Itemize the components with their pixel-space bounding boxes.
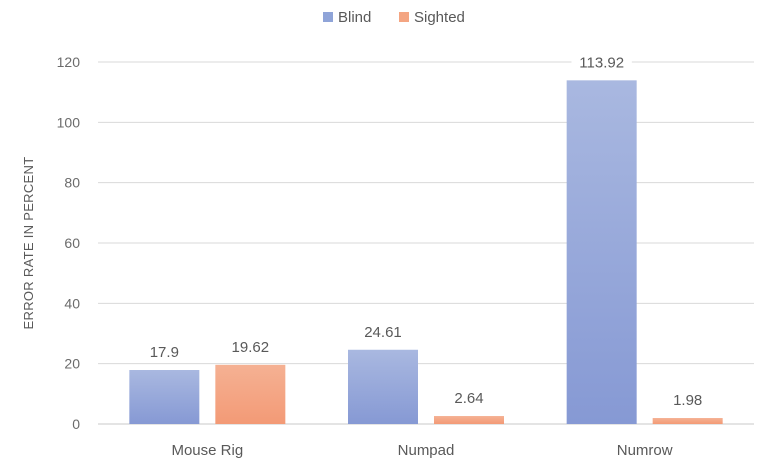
bars xyxy=(129,80,723,424)
data-label-bg-blind-numrow xyxy=(571,50,632,73)
y-tick-label-40: 40 xyxy=(64,295,80,311)
data-label-bg-sighted-mouse-rig xyxy=(224,334,277,357)
legend-swatch-blind xyxy=(323,12,333,22)
legend-swatch-sighted xyxy=(399,12,409,22)
data-labels: 17.9 19.62 24.61 2.64 113.92 1.98 xyxy=(142,50,710,411)
y-tick-label-20: 20 xyxy=(64,356,80,372)
bar-blind-numrow xyxy=(566,80,637,424)
data-label-bg-sighted-numpad xyxy=(447,386,491,409)
data-label-blind-mouse-rig: 17.9 xyxy=(150,344,179,361)
x-tick-label-numpad: Numpad xyxy=(398,442,455,459)
data-label-bg-sighted-numrow xyxy=(665,388,710,411)
data-label-sighted-mouse-rig: 19.62 xyxy=(232,339,270,356)
data-label-bg-blind-mouse-rig xyxy=(142,340,187,363)
data-label-bg-blind-numpad xyxy=(357,319,409,342)
data-label-sighted-numrow: 1.98 xyxy=(673,392,702,409)
y-axis-ticks: 0 20 40 60 80 100 120 xyxy=(57,54,81,432)
gridlines xyxy=(98,61,754,425)
bar-sighted-numpad xyxy=(434,416,504,424)
y-tick-label-120: 120 xyxy=(57,54,81,70)
legend-label-sighted: Sighted xyxy=(414,9,465,26)
y-axis-title: ERROR RATE IN PERCENT xyxy=(21,157,36,330)
x-tick-label-mouse-rig: Mouse Rig xyxy=(171,442,243,459)
bar-sighted-numrow xyxy=(652,418,723,424)
x-tick-label-numrow: Numrow xyxy=(617,442,673,459)
bar-sighted-mouse-rig xyxy=(215,364,286,424)
bar-blind-mouse-rig xyxy=(129,370,200,424)
data-label-blind-numrow: 113.92 xyxy=(579,54,624,71)
data-label-blind-numpad: 24.61 xyxy=(364,324,402,341)
y-tick-label-0: 0 xyxy=(72,416,80,432)
legend: Blind Sighted xyxy=(323,9,465,26)
x-axis-ticks: Mouse Rig Numpad Numrow xyxy=(171,442,672,459)
data-label-sighted-numpad: 2.64 xyxy=(454,390,483,407)
y-tick-label-60: 60 xyxy=(64,235,80,251)
y-tick-label-80: 80 xyxy=(64,175,80,191)
bar-blind-numpad xyxy=(348,349,418,424)
y-tick-label-100: 100 xyxy=(57,114,81,130)
legend-label-blind: Blind xyxy=(338,9,371,26)
